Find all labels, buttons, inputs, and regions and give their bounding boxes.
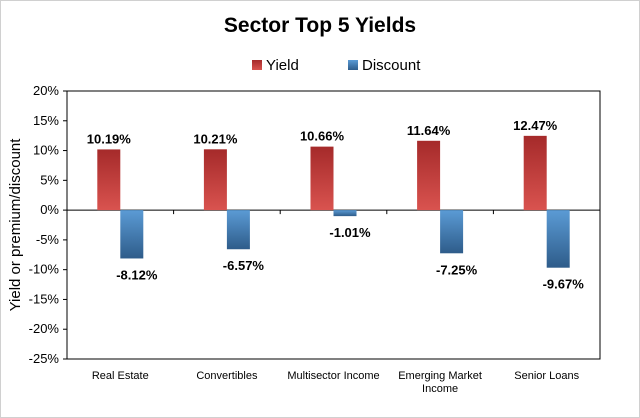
bar-yield bbox=[523, 135, 547, 211]
legend-swatch-discount bbox=[348, 60, 358, 70]
bar-yield bbox=[310, 146, 334, 211]
plot-area bbox=[66, 90, 601, 360]
data-label: -7.25% bbox=[436, 262, 478, 277]
data-label: 10.21% bbox=[193, 131, 238, 146]
bar-yield bbox=[97, 149, 121, 211]
data-label: 10.66% bbox=[300, 129, 345, 144]
x-category-label: Convertibles bbox=[196, 370, 258, 382]
y-tick-label: -20% bbox=[29, 321, 60, 336]
y-tick-label: -25% bbox=[29, 351, 60, 366]
data-label: 11.64% bbox=[407, 123, 451, 138]
bar-discount bbox=[440, 210, 464, 254]
y-tick-label: -10% bbox=[29, 262, 60, 277]
y-tick-label: 10% bbox=[33, 143, 59, 158]
legend-label: Discount bbox=[362, 57, 421, 74]
y-tick-label: 15% bbox=[33, 113, 59, 128]
x-category-label: Senior Loans bbox=[514, 370, 579, 382]
bar-discount bbox=[333, 210, 357, 217]
bar-discount bbox=[226, 210, 250, 250]
chart-title: Sector Top 5 Yields bbox=[223, 14, 417, 37]
legend-swatch-yield bbox=[252, 60, 262, 70]
data-label: -9.67% bbox=[543, 277, 585, 292]
y-tick-label: -5% bbox=[36, 232, 60, 247]
y-tick-label: -15% bbox=[29, 291, 60, 306]
data-label: 12.47% bbox=[513, 118, 558, 133]
x-category-label: Multisector Income bbox=[287, 370, 379, 382]
bar-discount bbox=[546, 210, 570, 268]
data-label: 10.19% bbox=[87, 131, 132, 146]
data-label: -1.01% bbox=[329, 225, 371, 240]
x-category-label: Income bbox=[422, 383, 458, 395]
y-tick-label: 20% bbox=[33, 83, 59, 98]
x-category-label: Real Estate bbox=[92, 370, 149, 382]
data-label: -8.12% bbox=[116, 267, 158, 282]
y-tick-label: 5% bbox=[40, 172, 59, 187]
bar-yield bbox=[203, 149, 227, 211]
bar-discount bbox=[120, 210, 144, 259]
bar-yield bbox=[417, 140, 441, 211]
y-tick-label: 0% bbox=[40, 202, 59, 217]
x-category-label: Emerging Market bbox=[398, 370, 482, 382]
legend-label: Yield bbox=[266, 57, 299, 74]
data-label: -6.57% bbox=[223, 258, 265, 273]
y-axis-label: Yield or premium/discount bbox=[7, 138, 24, 312]
